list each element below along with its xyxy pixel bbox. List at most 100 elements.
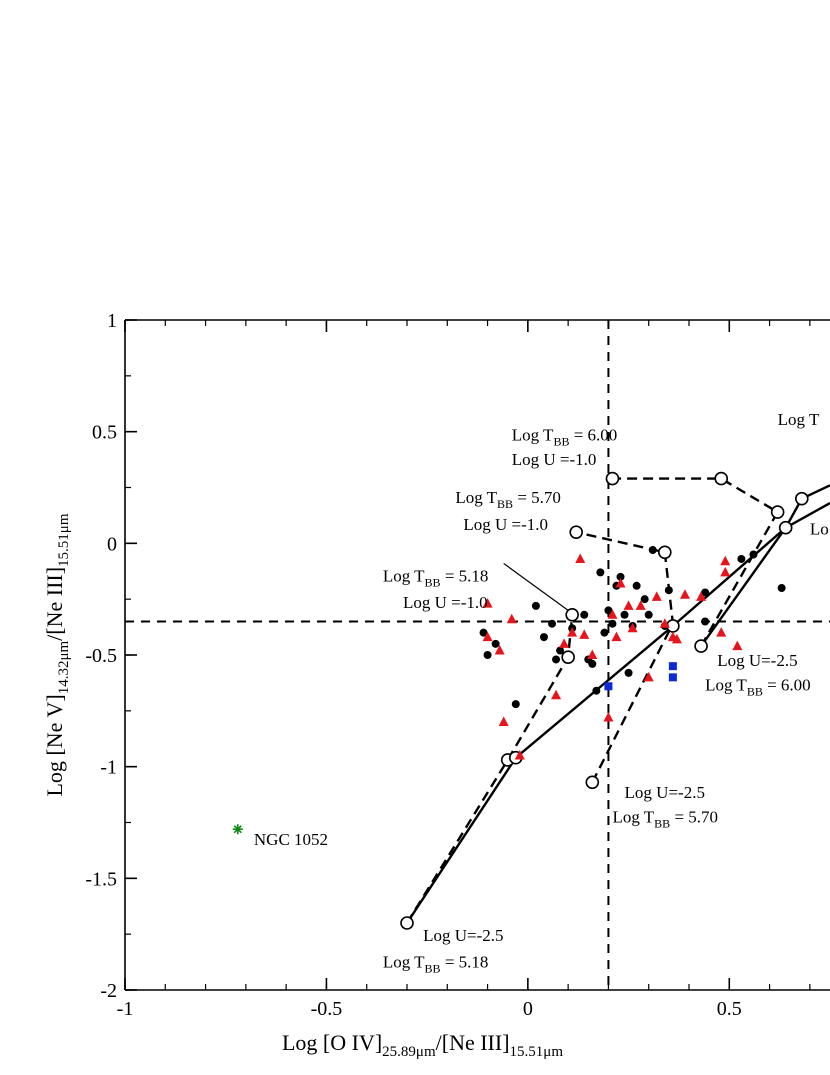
annotation-label: Log U =-1.0 (463, 515, 548, 534)
data-point-square (604, 682, 613, 691)
y-tick-label: -1.5 (85, 868, 117, 890)
data-point-circle (479, 628, 488, 637)
data-point-square (668, 662, 677, 671)
data-point-circle (664, 586, 673, 595)
data-point-triangle (482, 631, 493, 642)
data-point-triangle (720, 566, 731, 577)
annotation-label: Lo (810, 519, 829, 538)
x-tick-label: -1 (117, 998, 134, 1020)
data-point-circle (640, 595, 649, 604)
data-point-triangle (627, 622, 638, 633)
data-point-circle (552, 655, 561, 664)
data-point-asterisk (232, 824, 243, 835)
data-point-triangle (603, 712, 614, 722)
data-point-triangle (696, 591, 707, 601)
annotation-label: Log U=-2.5 (625, 783, 705, 802)
model-tracks (400, 471, 830, 930)
data-point-triangle (607, 609, 618, 619)
data-point-triangle (615, 578, 626, 588)
data-point-triangle (551, 689, 562, 700)
data-point-triangle (720, 555, 731, 566)
annotation-label: NGC 1052 (254, 830, 328, 849)
model-node-marker (714, 471, 729, 486)
data-point-circle (749, 550, 758, 559)
annotation-label: Log TBB = 5.70 (612, 808, 718, 831)
annotation-label: Log TBB = 5.18 (383, 953, 489, 976)
data-point-triangle (506, 613, 517, 624)
data-point-circle (491, 639, 500, 648)
data-point-triangle (498, 716, 509, 726)
data-point-triangle (559, 638, 570, 648)
annotation-pointer-line (503, 562, 569, 611)
data-point-triangle (482, 598, 493, 608)
x-axis-title: Log [O IV]25.89μm/[Ne III]15.51μm (282, 1030, 563, 1060)
x-tick-label: 0.5 (717, 998, 742, 1020)
data-point-triangle (623, 600, 634, 610)
y-tick-label: -1 (100, 757, 117, 779)
data-point-triangle (587, 649, 598, 659)
x-tick-label: 0 (523, 998, 533, 1020)
data-point-triangle (611, 631, 622, 642)
model-node-marker (658, 545, 672, 560)
data-point-circle (608, 619, 617, 628)
data-point-triangle (567, 627, 578, 637)
model-node-marker (565, 607, 579, 622)
data-point-circle (600, 628, 609, 637)
data-point-triangle (514, 750, 525, 760)
model-node-marker (778, 520, 793, 535)
data-point-circle (556, 646, 565, 655)
model-node-marker (585, 775, 600, 790)
data-point-triangle (635, 600, 646, 610)
data-point-triangle (659, 618, 670, 628)
data-point-circle (632, 581, 641, 590)
data-point-circle (604, 606, 613, 615)
data-point-triangle (494, 645, 505, 655)
annotation-label: Log TBB = 5.18 (383, 566, 489, 589)
data-point-triangle (651, 591, 662, 601)
model-node-marker (400, 916, 414, 930)
data-point-circle (483, 651, 492, 659)
data-point-square (668, 673, 677, 682)
annotation-label: Log TBB = 6.00 (705, 676, 811, 699)
data-point-triangle (643, 671, 654, 682)
model-track-solid (700, 484, 830, 647)
model-node-marker (605, 471, 620, 486)
data-point-circle (596, 568, 605, 577)
annotation-label: Log U =-1.0 (512, 450, 597, 469)
data-point-circle (548, 619, 557, 628)
model-track-dashed (612, 477, 780, 647)
model-node-marker (794, 491, 809, 506)
data-point-triangle (732, 640, 743, 651)
data-point-circle (588, 659, 597, 668)
y-tick-label: 1 (107, 310, 117, 332)
data-point-circle (592, 686, 601, 695)
annotation-label: Log U =-1.0 (403, 593, 488, 612)
model-node-marker (569, 525, 584, 539)
model-node-marker (694, 639, 708, 653)
annotation-label: Log U=-2.5 (423, 926, 503, 945)
data-point-circle (644, 610, 653, 619)
data-points (232, 546, 786, 835)
model-node-marker (770, 505, 785, 519)
annotation-label: Log TBB = 6.00 (512, 426, 618, 449)
model-node-marker (561, 650, 575, 665)
x-tick-label: -0.5 (311, 998, 343, 1020)
data-point-circle (737, 554, 746, 563)
data-point-circle (580, 610, 589, 619)
data-point-circle (701, 588, 710, 597)
data-point-circle (777, 584, 786, 592)
y-tick-label: -0.5 (85, 645, 117, 667)
reference-lines (125, 320, 830, 990)
data-point-circle (648, 546, 657, 555)
annotation-label: Log TBB = 5.70 (455, 488, 561, 511)
axes: -1 -0.5 0 0.5 -2 -1.5 -1 -0.5 0 0.5 1 (85, 310, 830, 1020)
data-point-circle (624, 668, 633, 677)
y-tick-label: -2 (100, 980, 117, 1002)
data-point-circle (511, 700, 520, 709)
data-point-circle (620, 610, 629, 619)
data-point-circle (701, 617, 710, 626)
data-point-triangle (575, 553, 586, 563)
annotation-label: Log U=-2.5 (717, 651, 797, 670)
